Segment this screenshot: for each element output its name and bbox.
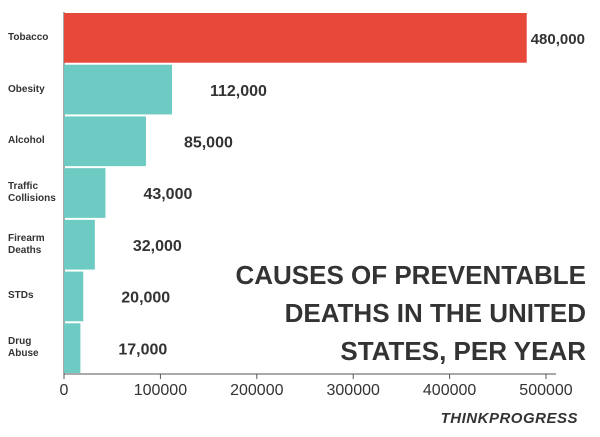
- category-label: Alcohol: [8, 135, 45, 147]
- source-logo: THINKPROGRESS: [440, 410, 578, 427]
- category-label: Drug Abuse: [8, 336, 39, 360]
- category-label: Firearm Deaths: [8, 232, 45, 256]
- chart-title: CAUSES OF PREVENTABLE DEATHS IN THE UNIT…: [235, 260, 586, 366]
- x-tick-label: 100000: [134, 382, 187, 399]
- category-label: Tobacco: [8, 31, 49, 43]
- bar: [64, 168, 106, 218]
- value-label: 112,000: [210, 83, 267, 100]
- category-label: STDs: [8, 290, 34, 302]
- x-tick-label: 0: [60, 382, 69, 399]
- value-label: 480,000: [531, 31, 585, 48]
- category-label: Traffic Collisions: [8, 180, 56, 204]
- value-label: 32,000: [133, 238, 182, 255]
- bar: [64, 271, 84, 322]
- bar: [64, 323, 81, 373]
- value-label: 43,000: [143, 186, 192, 203]
- bar: [64, 219, 95, 270]
- value-label: 85,000: [184, 135, 233, 152]
- x-tick-label: 200000: [230, 382, 283, 399]
- value-label: 20,000: [121, 290, 170, 307]
- bar: [64, 13, 527, 63]
- bar: [64, 116, 146, 167]
- x-tick-label: 300000: [327, 382, 380, 399]
- value-label: 17,000: [118, 341, 167, 358]
- bar: [64, 64, 172, 115]
- category-label: Obesity: [8, 83, 45, 95]
- x-tick-label: 500000: [519, 382, 572, 399]
- x-tick-label: 400000: [423, 382, 476, 399]
